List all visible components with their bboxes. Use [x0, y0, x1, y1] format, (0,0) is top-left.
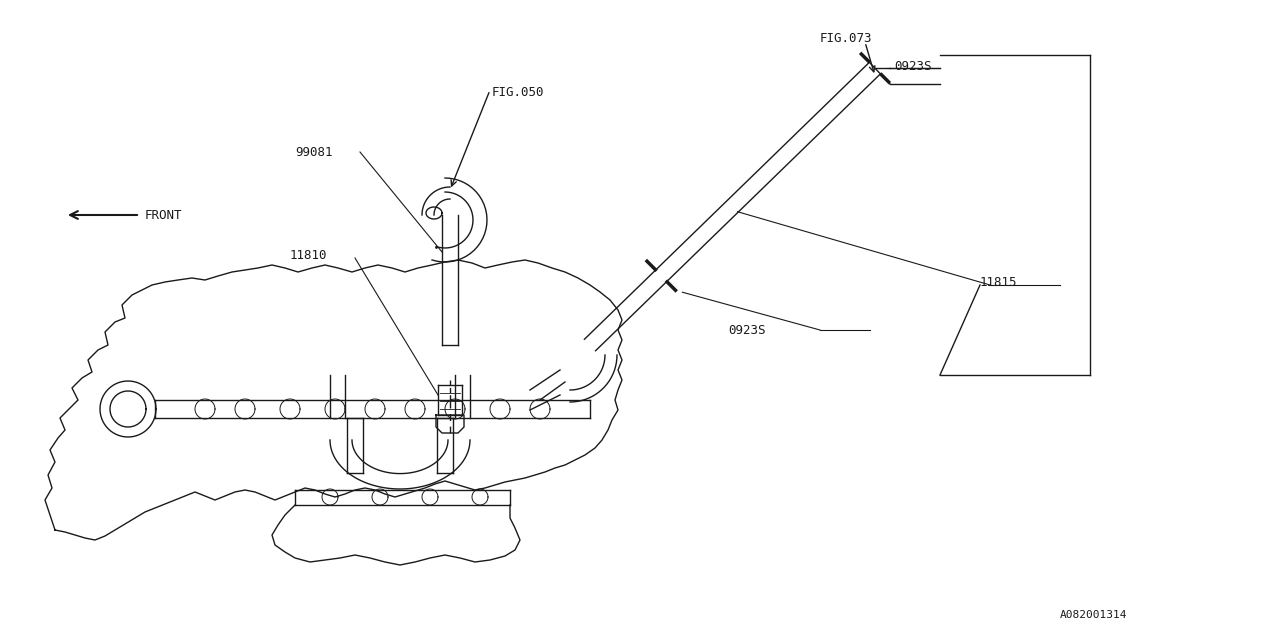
Text: 11810: 11810 [291, 248, 328, 262]
Text: 0923S: 0923S [893, 60, 932, 72]
Text: FIG.073: FIG.073 [820, 31, 873, 45]
Text: 0923S: 0923S [728, 323, 765, 337]
Text: 11815: 11815 [980, 275, 1018, 289]
Text: FIG.050: FIG.050 [492, 86, 544, 99]
Text: FRONT: FRONT [145, 209, 183, 221]
Text: 99081: 99081 [294, 145, 333, 159]
Text: A082001314: A082001314 [1060, 610, 1128, 620]
